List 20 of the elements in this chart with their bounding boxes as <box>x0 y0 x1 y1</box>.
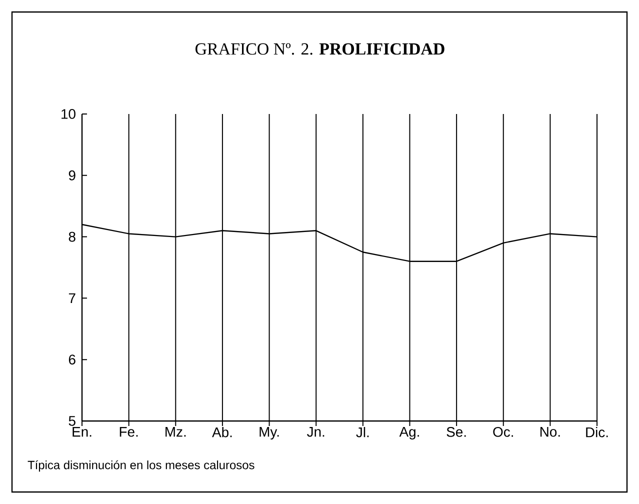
x-tick-label: Mz. <box>166 427 186 437</box>
y-tick-label: 9 <box>68 170 76 180</box>
x-tick-label: Fe. <box>120 427 138 437</box>
x-tick-label: Jn. <box>307 427 324 437</box>
x-tick-label: My. <box>260 427 279 440</box>
x-tick-label: Oc. <box>493 426 513 437</box>
x-tick-label: No. <box>540 427 560 437</box>
x-tick-label: En. <box>72 427 92 437</box>
chart-title: GRAFICO Nº. 2. PROLIFICIDAD <box>196 43 444 55</box>
x-tick-label: Jl. <box>356 427 369 438</box>
x-tick-label: Ab. <box>212 427 232 438</box>
y-tick-label: 10 <box>62 109 76 119</box>
x-tick-label: Dic. <box>586 427 608 438</box>
y-tick-label: 8 <box>68 232 76 242</box>
y-tick-label: 6 <box>68 354 76 365</box>
x-tick-label: Ag. <box>399 427 419 440</box>
y-tick-label: 5 <box>68 416 76 426</box>
text: Típica disminución en los meses calurosos <box>28 460 254 472</box>
x-tick-label: Se. <box>446 426 466 437</box>
y-tick-label: 7 <box>68 293 76 303</box>
